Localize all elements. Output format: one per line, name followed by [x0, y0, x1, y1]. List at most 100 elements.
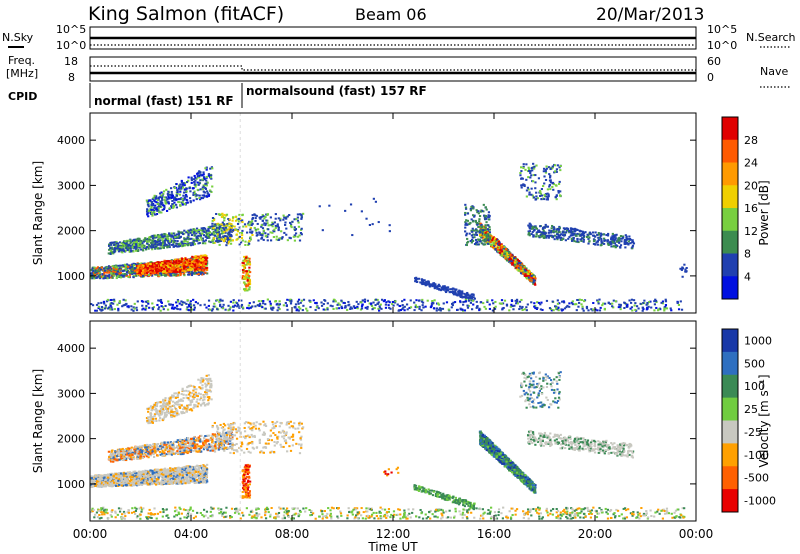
power-cell [532, 281, 535, 284]
power-cell [191, 231, 194, 234]
power-cell [209, 175, 212, 178]
power-cell [197, 273, 200, 276]
power-cell [282, 218, 285, 221]
power-cell [161, 266, 164, 269]
power-cell [154, 247, 157, 250]
power-cell [151, 208, 155, 211]
power-cell [119, 271, 123, 274]
power-cell [183, 203, 186, 206]
nave-tick-top: 60 [707, 55, 721, 68]
power-cell [456, 308, 459, 311]
power-cell [251, 233, 254, 236]
power-cell [591, 231, 595, 234]
power-cell [558, 231, 561, 234]
power-cell [166, 234, 169, 237]
power-cell [449, 288, 452, 291]
power-cell [520, 166, 523, 169]
power-cell [596, 309, 599, 312]
power-cell [575, 234, 578, 237]
power-cell [464, 211, 467, 214]
power-cell [243, 281, 246, 284]
power-cell [162, 243, 165, 246]
power-cell [176, 245, 179, 248]
date-title: 20/Mar/2013 [596, 5, 704, 25]
power-cell [503, 246, 506, 249]
power-cell [242, 277, 245, 280]
power-cell [158, 203, 161, 206]
power-cell [186, 236, 189, 239]
power-cell [160, 266, 163, 269]
power-cell [617, 239, 620, 242]
power-cell [149, 272, 152, 275]
power-cell [117, 307, 120, 310]
power-cell [298, 234, 301, 237]
power-cell [294, 228, 298, 231]
power-cell [142, 272, 145, 275]
power-cell [622, 236, 625, 239]
power-cell [137, 269, 140, 272]
power-cell [190, 269, 193, 272]
power-cell [222, 227, 225, 230]
power-cell [157, 268, 160, 271]
power-cell [179, 190, 182, 193]
power-cell [139, 243, 142, 246]
power-cell [95, 271, 98, 274]
power-cell [414, 280, 417, 283]
power-cell [611, 232, 614, 235]
power-cell [470, 238, 474, 241]
power-cell [253, 213, 256, 216]
power-cell [133, 241, 136, 244]
power-cell [511, 262, 514, 265]
power-cell [498, 243, 501, 246]
power-cell [182, 244, 185, 247]
power-cell [125, 244, 128, 247]
power-cell [202, 176, 206, 179]
power-cell [170, 206, 173, 209]
power-cell [217, 236, 220, 239]
power-cell [500, 250, 503, 253]
power-cell [565, 231, 568, 234]
power-cell [587, 242, 590, 245]
power-cell [532, 196, 536, 199]
power-cell [195, 236, 198, 239]
power-cell [543, 195, 547, 198]
power-cell [548, 183, 551, 186]
power-cell [139, 272, 142, 275]
power-cell [236, 218, 239, 221]
power-cell [197, 242, 200, 245]
power-cell [153, 236, 157, 239]
power-cell [559, 165, 562, 168]
power-cell [545, 165, 548, 168]
power-cell [174, 236, 177, 239]
power-cell [96, 276, 99, 279]
power-cell [223, 239, 226, 242]
power-cell [174, 268, 177, 271]
power-cell [539, 308, 542, 311]
power-cell [274, 217, 277, 220]
power-cell [537, 229, 540, 232]
power-cell [198, 256, 201, 259]
power-cell [631, 241, 635, 244]
power-cell [170, 239, 174, 242]
power-cell [146, 268, 149, 271]
power-cell [142, 240, 145, 243]
power-cell [220, 229, 223, 232]
power-cell [472, 206, 475, 209]
power-cell [141, 274, 145, 277]
power-cell [191, 243, 195, 246]
power-cell [478, 220, 481, 223]
power-cell [491, 239, 494, 242]
power-cell [223, 219, 226, 222]
power-cell [166, 308, 170, 311]
power-cell [519, 262, 522, 265]
power-cell [215, 230, 218, 233]
power-cell [160, 269, 164, 272]
power-cell [150, 235, 153, 238]
power-cell [182, 191, 186, 194]
power-cell [194, 230, 197, 233]
power-cell [298, 239, 302, 242]
power-cell [140, 268, 143, 271]
power-cell [111, 265, 114, 268]
power-cell [499, 249, 502, 252]
power-cell [599, 244, 602, 247]
